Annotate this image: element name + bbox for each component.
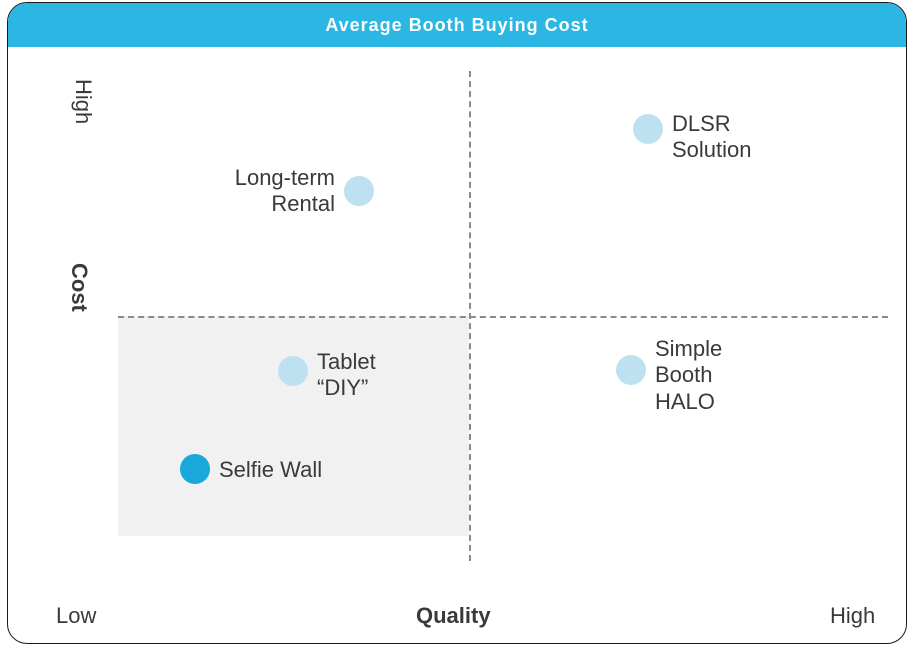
- point-longterm: [344, 176, 374, 206]
- y-axis-high: High: [70, 79, 96, 124]
- y-axis-title: Cost: [66, 263, 92, 312]
- chart-card: Average Booth Buying Cost DLSR Solution L…: [7, 2, 907, 644]
- point-label-longterm: Long-term Rental: [235, 165, 335, 218]
- point-label-halo: Simple Booth HALO: [655, 336, 722, 415]
- x-axis-title: Quality: [416, 603, 491, 629]
- point-label-dlsr: DLSR Solution: [672, 111, 752, 164]
- chart-title-bar: Average Booth Buying Cost: [8, 3, 906, 47]
- x-axis-high: High: [830, 603, 875, 629]
- point-label-tablet: Tablet “DIY”: [317, 349, 376, 402]
- point-selfiewall: [180, 454, 210, 484]
- shaded-quadrant: [118, 316, 469, 536]
- point-dlsr: [633, 114, 663, 144]
- x-axis-low: Low: [56, 603, 96, 629]
- point-label-selfiewall: Selfie Wall: [219, 457, 322, 483]
- plot-area: DLSR Solution Long-term Rental Tablet “DIY…: [118, 71, 888, 561]
- point-halo: [616, 355, 646, 385]
- point-tablet: [278, 356, 308, 386]
- chart-title: Average Booth Buying Cost: [325, 15, 588, 36]
- horizontal-midline: [118, 316, 888, 318]
